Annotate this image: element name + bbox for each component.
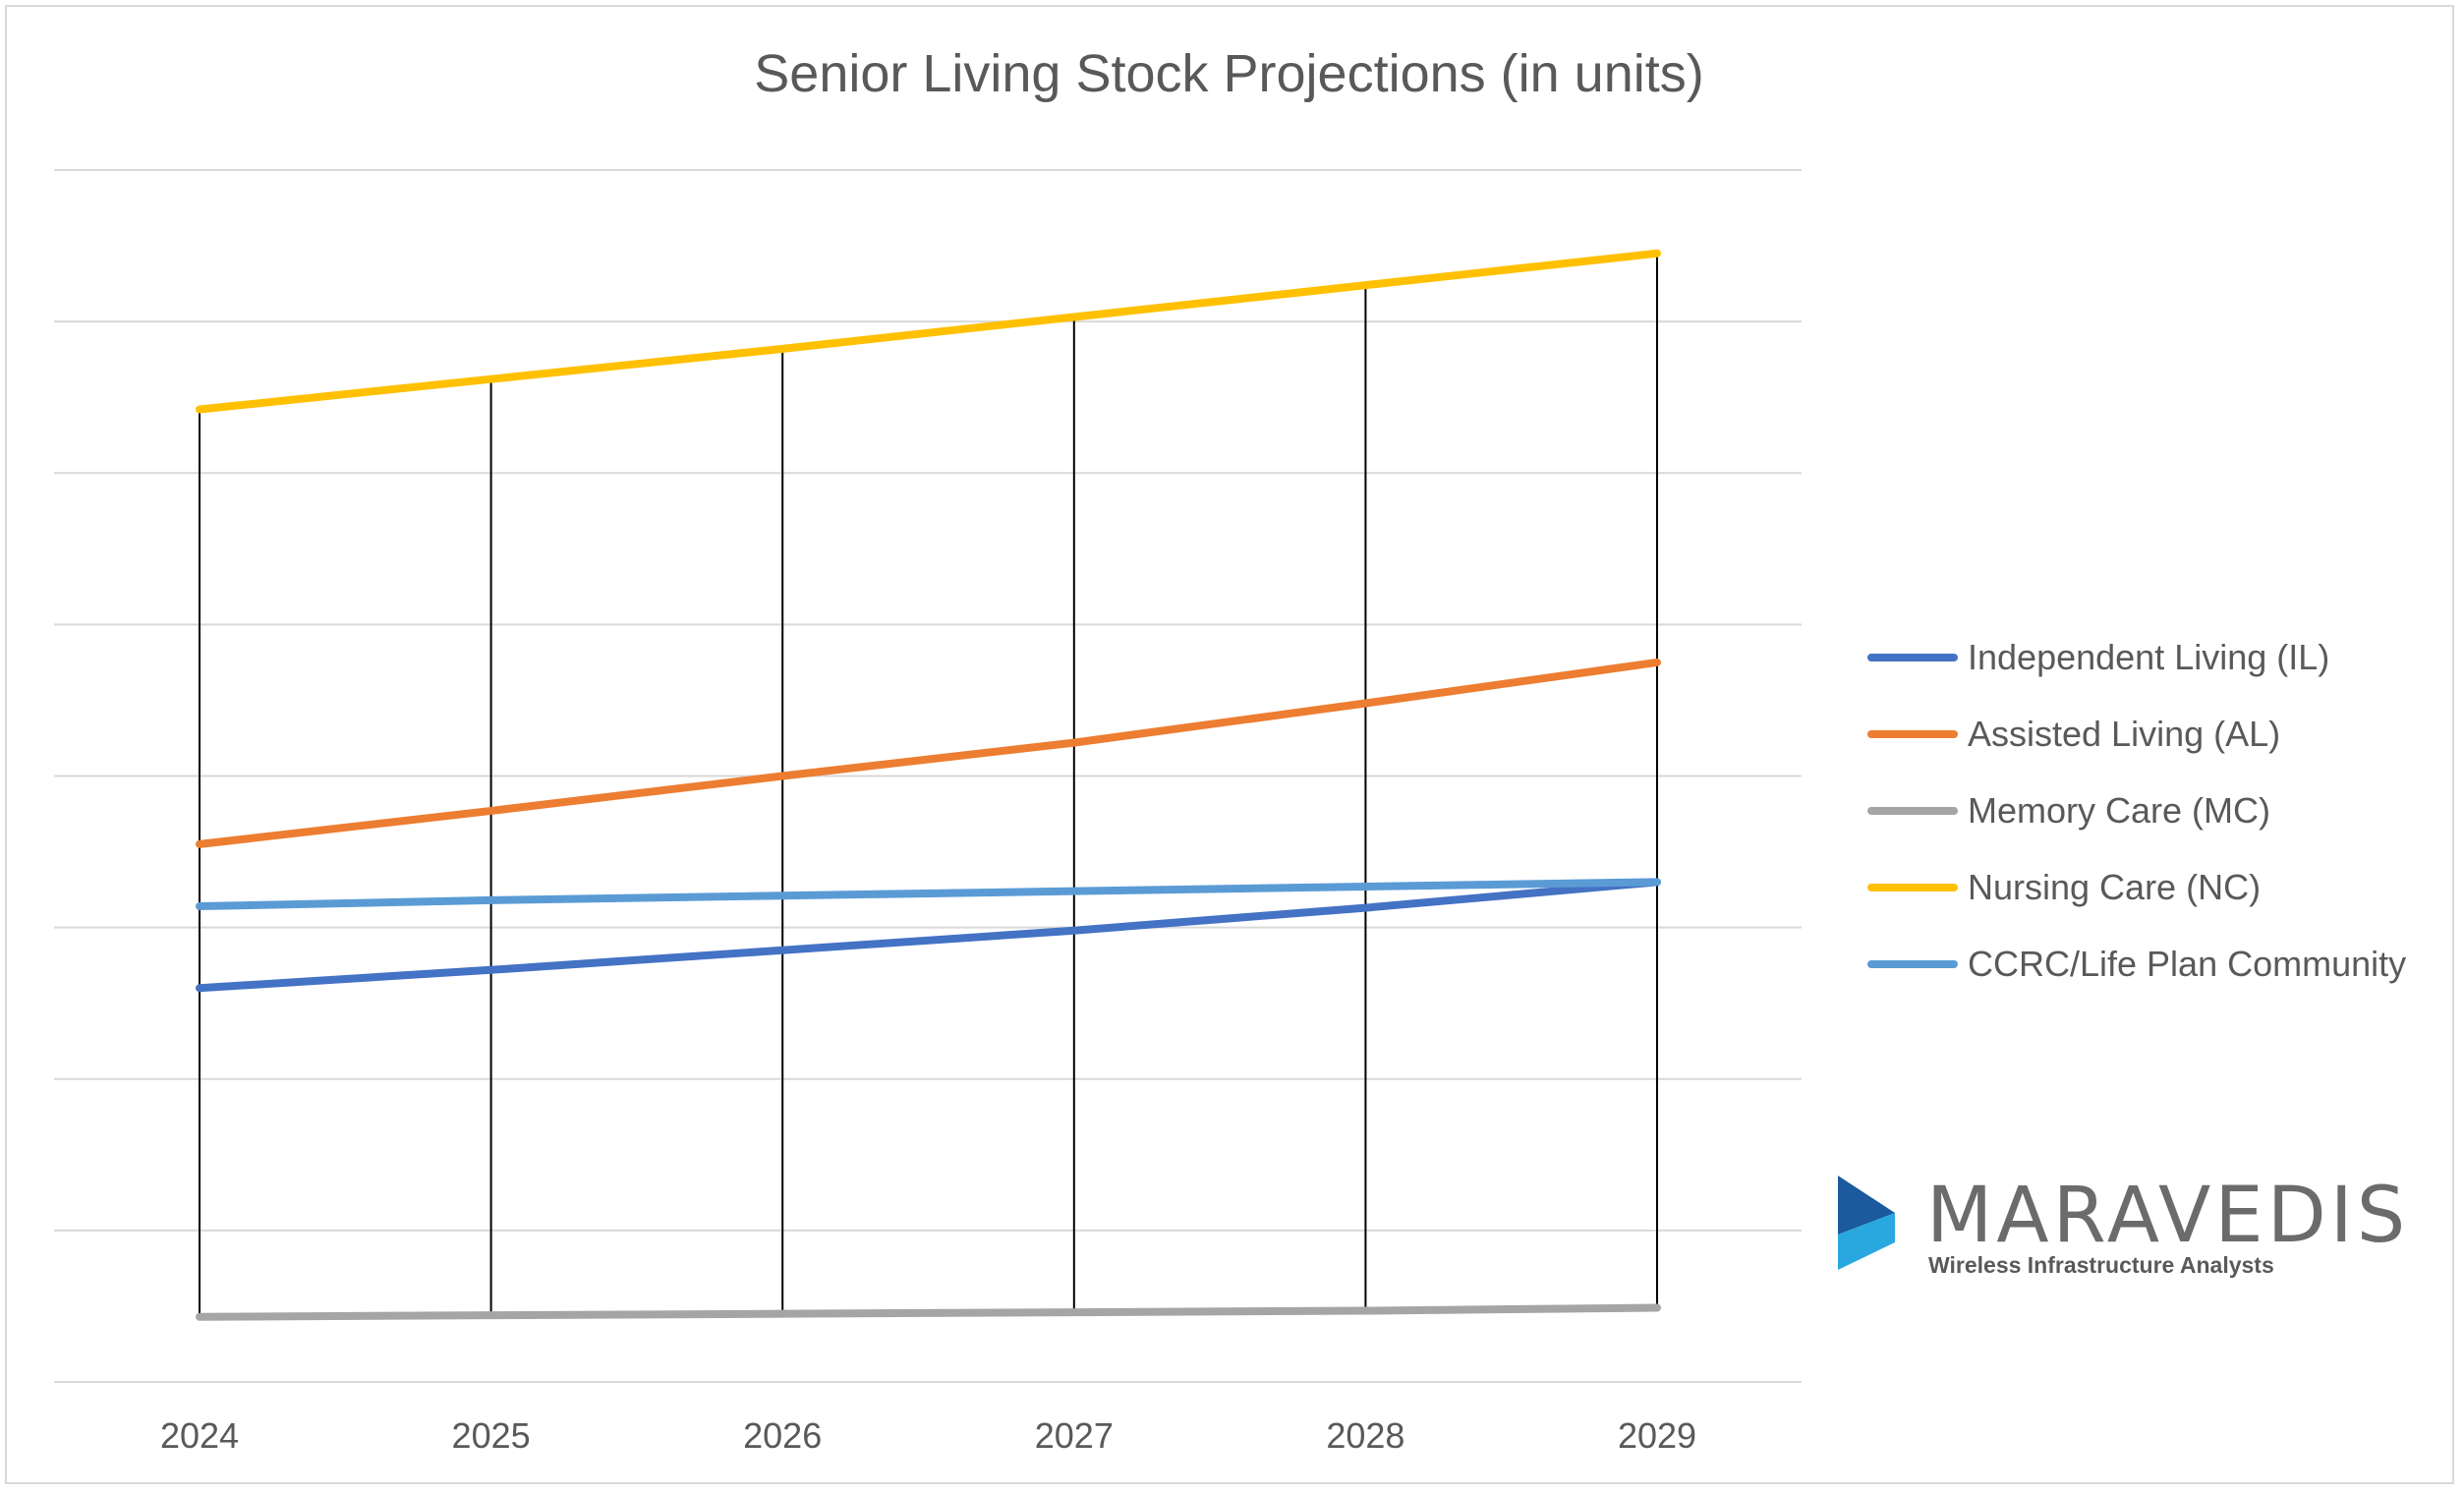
series-line-memory-care-mc <box>196 1303 1661 1321</box>
chart-title: Senior Living Stock Projections (in unit… <box>0 43 2464 104</box>
legend-label: CCRC/Life Plan Community <box>1968 944 2407 984</box>
x-tick-label: 2026 <box>743 1415 822 1456</box>
legend-swatch <box>1867 654 1958 661</box>
legend-item: CCRC/Life Plan Community <box>1867 926 2457 1003</box>
legend-swatch <box>1867 884 1958 891</box>
legend-label: Nursing Care (NC) <box>1968 867 2262 907</box>
series-line-assisted-living-al <box>196 658 1661 848</box>
legend-item: Nursing Care (NC) <box>1867 849 2457 926</box>
legend-label: Memory Care (MC) <box>1968 790 2271 831</box>
legend-label: Independent Living (IL) <box>1968 637 2330 677</box>
legend-item: Independent Living (IL) <box>1867 619 2457 696</box>
logo-tagline: Wireless Infrastructure Analysts <box>1928 1252 2274 1278</box>
legend-swatch <box>1867 730 1958 738</box>
x-tick-label: 2025 <box>452 1415 531 1456</box>
series-line-ccrc-life-plan-community <box>196 878 1661 911</box>
x-tick-label: 2027 <box>1035 1415 1114 1456</box>
legend-swatch <box>1867 807 1958 815</box>
x-axis-tick-labels: 2024 2025 2026 2027 2028 2029 <box>160 1415 1696 1456</box>
series-line-independent-living-il <box>196 878 1661 993</box>
chart-title-text: Senior Living Stock Projections (in unit… <box>754 44 1704 103</box>
legend-item: Assisted Living (AL) <box>1867 696 2457 773</box>
gridlines <box>54 169 1802 1383</box>
chart-frame <box>5 5 2454 1484</box>
x-tick-label: 2024 <box>160 1415 239 1456</box>
drop-lines <box>199 253 1658 1317</box>
legend: Independent Living (IL) Assisted Living (… <box>1867 619 2457 1003</box>
logo-name: MARAVEDIS <box>1926 1172 2410 1260</box>
maravedis-logo: MARAVEDIS Wireless Infrastructure Analys… <box>1836 1172 2426 1282</box>
legend-swatch <box>1867 960 1958 968</box>
x-tick-label: 2029 <box>1618 1415 1696 1456</box>
x-tick-label: 2028 <box>1326 1415 1404 1456</box>
maravedis-logo-mark-icon <box>1838 1176 1895 1270</box>
legend-label: Assisted Living (AL) <box>1968 714 2281 754</box>
series-lines <box>196 249 1661 1321</box>
legend-item: Memory Care (MC) <box>1867 773 2457 849</box>
series-line-nursing-care-nc <box>196 249 1661 414</box>
